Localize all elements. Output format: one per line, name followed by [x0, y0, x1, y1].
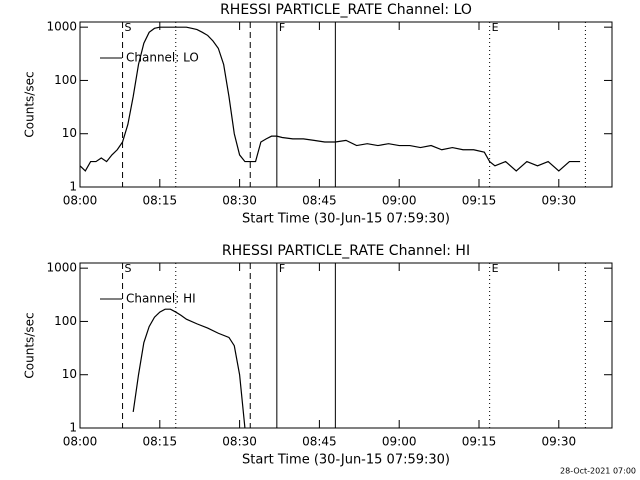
x-tick-label: 08:15: [143, 194, 178, 208]
x-tick-label: 08:30: [222, 435, 257, 449]
y-tick-label: 100: [54, 73, 77, 87]
y-tick-label: 100: [54, 314, 77, 328]
x-tick-label: 08:30: [222, 194, 257, 208]
y-tick-label: 1000: [46, 20, 77, 34]
plot-frame: [79, 21, 613, 188]
data-line: [79, 26, 581, 172]
x-tick-label: 09:30: [542, 435, 577, 449]
y-tick-label: 1: [69, 180, 77, 194]
y-axis-title: Counts/sec: [23, 71, 37, 137]
event-label: S: [125, 262, 132, 275]
x-tick-label: 09:00: [382, 435, 417, 449]
y-axis-title: Counts/sec: [23, 312, 37, 378]
x-tick-label: 08:45: [302, 194, 337, 208]
x-tick-label: 08:15: [143, 435, 178, 449]
x-tick-label: 08:45: [302, 435, 337, 449]
y-tick-label: 1: [69, 421, 77, 435]
event-label: F: [279, 262, 285, 275]
legend-label: Channel: HI: [126, 292, 196, 306]
x-tick-label: 09:15: [462, 435, 497, 449]
x-tick-label: 09:15: [462, 194, 497, 208]
event-label: E: [492, 262, 499, 275]
y-tick-label: 1000: [46, 261, 77, 275]
event-label: F: [279, 21, 285, 34]
event-label: S: [125, 21, 132, 34]
x-tick-label: 09:00: [382, 194, 417, 208]
chart-title: RHESSI PARTICLE_RATE Channel: HI: [222, 243, 470, 259]
x-axis-title: Start Time (30-Jun-15 07:59:30): [242, 453, 450, 468]
plot-frame: [79, 262, 613, 429]
event-label: E: [492, 21, 499, 34]
legend-label: Channel: LO: [126, 51, 199, 65]
x-axis-title: Start Time (30-Jun-15 07:59:30): [242, 212, 450, 227]
footer: 28-Oct-2021 07:00: [560, 467, 636, 476]
x-tick-label: 09:30: [542, 194, 577, 208]
x-tick-label: 08:00: [63, 194, 98, 208]
data-line: [132, 308, 246, 429]
y-tick-label: 10: [62, 367, 77, 381]
x-tick-label: 08:00: [63, 435, 98, 449]
chart-title: RHESSI PARTICLE_RATE Channel: LO: [220, 2, 472, 18]
y-tick-label: 10: [62, 126, 77, 140]
